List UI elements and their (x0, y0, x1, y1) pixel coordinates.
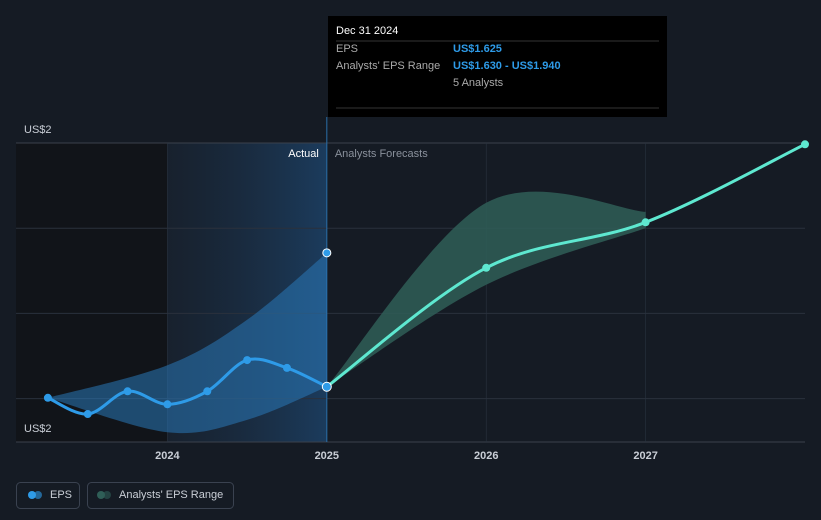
series-point (641, 218, 650, 227)
x-tick-label: 2026 (474, 450, 498, 462)
series-point (482, 263, 491, 272)
series-point (282, 363, 291, 372)
legend-item[interactable] (87, 482, 234, 509)
legend-swatch (97, 491, 105, 499)
series-point (123, 387, 132, 396)
series-line (325, 142, 806, 388)
legend-swatch (103, 491, 111, 499)
legend-label: EPS (50, 489, 72, 501)
x-tick-label: 2027 (633, 450, 657, 462)
series-point (203, 387, 212, 396)
x-tick-label: 2024 (155, 450, 180, 462)
y-tick-label: US$2 (24, 423, 52, 435)
series-point (163, 400, 172, 409)
series-point (83, 410, 92, 419)
plot: US$2 US$2 2024 2025 2026 2027 Actual Analysts F… (16, 117, 809, 462)
forecast-range (326, 191, 646, 387)
past-range-point (322, 248, 332, 258)
series-point (801, 140, 809, 149)
x-tick-label: 2025 (315, 450, 339, 462)
series-point (43, 393, 52, 402)
tooltip-date: Dec 31 2024 (336, 25, 398, 37)
past-range (47, 252, 327, 434)
tooltip: Dec 31 2024 EPS US$1.625 Analysts' EPS R… (328, 16, 667, 117)
tooltip-value: US$1.625 (453, 43, 502, 55)
series-point (321, 381, 332, 392)
tooltip-value: US$1.630 - US$1.940 (453, 60, 561, 72)
legend-swatch (28, 491, 36, 499)
tooltip-note: 5 Analysts (453, 77, 504, 89)
legend-swatch (34, 491, 42, 499)
divider-label: Analysts Forecasts (335, 148, 428, 160)
tooltip-label: Analysts' EPS Range (336, 60, 440, 72)
tooltip-box (328, 16, 667, 117)
series-point (243, 356, 252, 365)
tooltip-label: EPS (336, 43, 358, 55)
legend-label: Analysts' EPS Range (119, 489, 223, 501)
divider-label: Actual (288, 148, 319, 160)
legend-item[interactable] (16, 482, 80, 509)
legend: EPS Analysts' EPS Range (16, 482, 234, 509)
y-tick-label: US$2 (24, 124, 52, 136)
